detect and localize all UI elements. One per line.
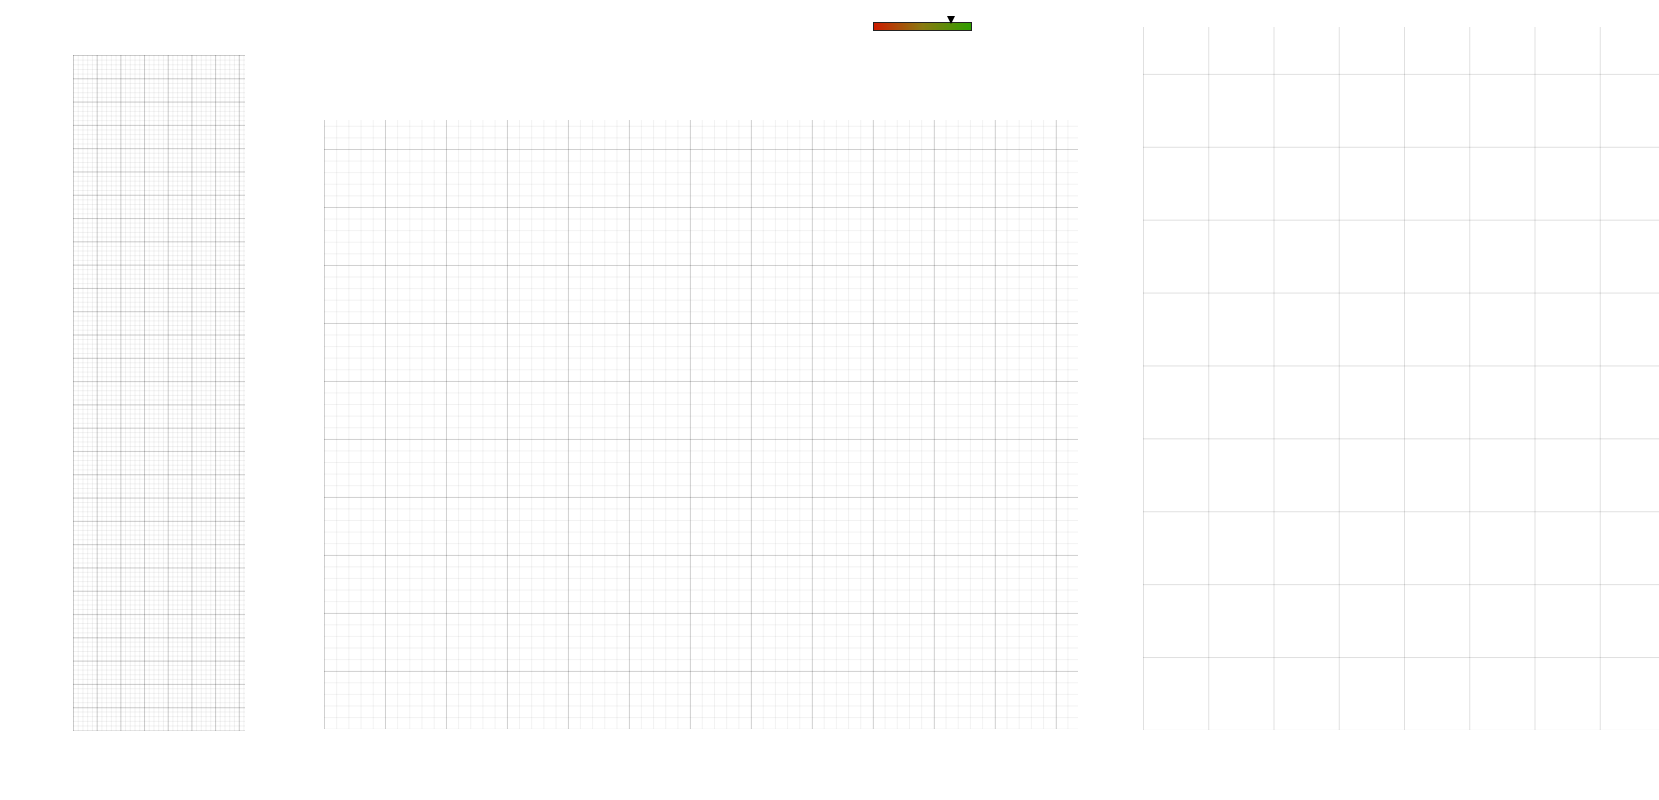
meter-pin-icon xyxy=(947,16,955,24)
opinion-fact-meter xyxy=(873,22,972,31)
